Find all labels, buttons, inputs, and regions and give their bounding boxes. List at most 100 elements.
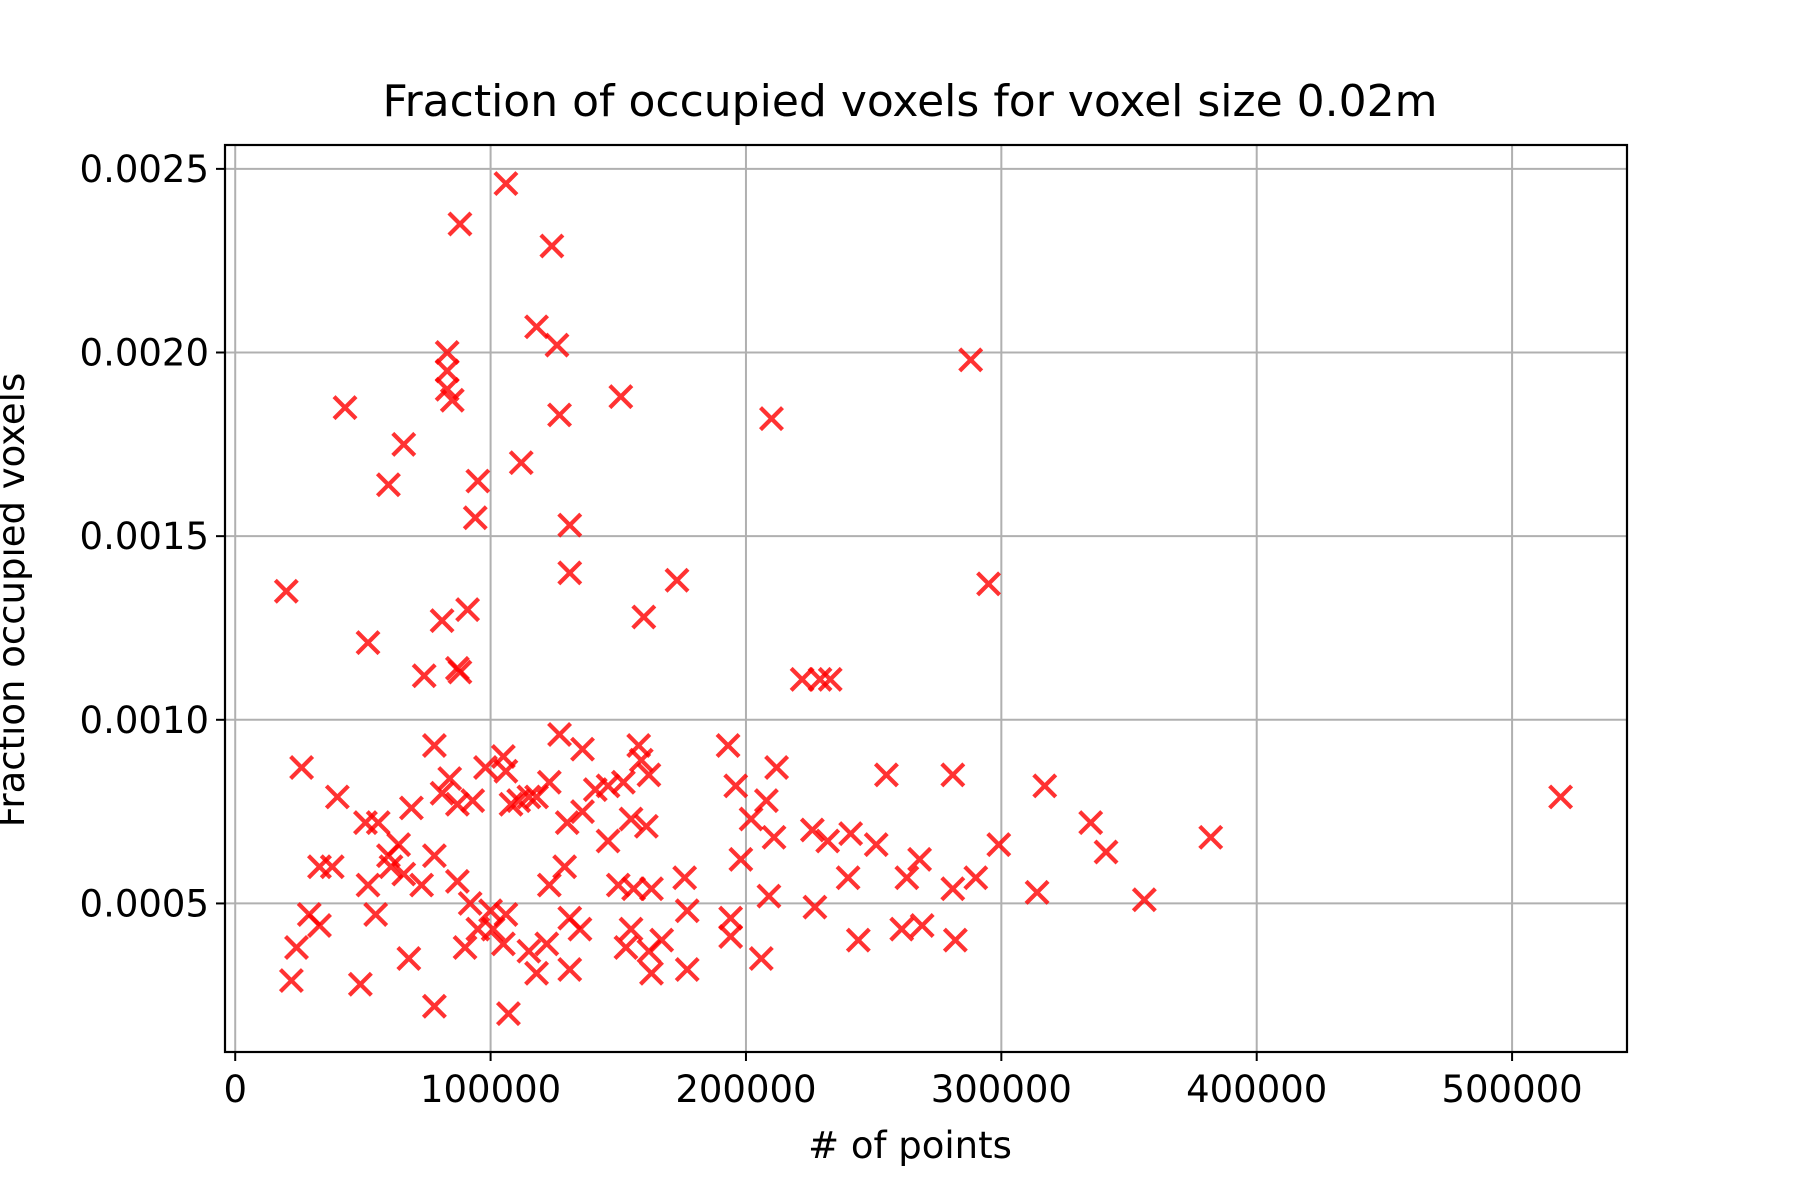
data-point [547, 402, 573, 428]
data-point [1548, 784, 1574, 810]
data-point [958, 347, 984, 373]
data-point [1024, 879, 1050, 905]
data-point [631, 604, 657, 630]
data-point [434, 358, 460, 384]
y-tick-label: 0.0020 [80, 332, 209, 375]
data-point [278, 968, 304, 994]
data-point [439, 387, 465, 413]
data-point [986, 832, 1012, 858]
data-point [672, 865, 698, 891]
data-point [355, 872, 381, 898]
y-axis-label: Fraction occupied voxels [0, 373, 33, 827]
data-point [567, 916, 593, 942]
data-point [940, 762, 966, 788]
data-point [738, 806, 764, 832]
data-point [444, 791, 470, 817]
data-point [636, 762, 662, 788]
data-point [605, 872, 631, 898]
data-point [462, 505, 488, 531]
data-point [355, 630, 381, 656]
data-point [524, 784, 550, 810]
data-point [963, 865, 989, 891]
data-point [508, 450, 534, 476]
data-point [480, 916, 506, 942]
y-tick-label: 0.0015 [80, 515, 209, 558]
data-point [1093, 839, 1119, 865]
data-point [375, 472, 401, 498]
data-point [429, 780, 455, 806]
data-point [444, 868, 470, 894]
data-point [863, 832, 889, 858]
data-point [378, 854, 404, 880]
data-point [421, 733, 447, 758]
x-tick-label: 400000 [1186, 1068, 1327, 1111]
data-point [465, 468, 491, 494]
data-point [759, 406, 784, 432]
data-point [718, 924, 744, 949]
data-point [421, 993, 447, 1019]
data-point [396, 946, 422, 972]
data-point [1198, 824, 1224, 850]
data-point [434, 340, 460, 365]
data-point [455, 597, 481, 623]
data-point [472, 755, 498, 781]
data-point [409, 872, 435, 898]
data-point [363, 901, 389, 927]
data-point [391, 431, 417, 457]
data-point [723, 773, 749, 799]
data-point [674, 957, 700, 983]
data-point [457, 890, 483, 916]
data-point [715, 733, 741, 758]
y-tick-label: 0.0025 [80, 148, 209, 191]
data-point [447, 659, 473, 685]
data-point [516, 784, 542, 810]
data-point [1078, 810, 1104, 836]
data-point [421, 843, 447, 869]
data-point [907, 846, 933, 872]
data-point [544, 332, 570, 358]
data-point [638, 876, 664, 902]
data-point [613, 935, 639, 960]
data-point [618, 806, 644, 832]
data-point [460, 788, 486, 814]
data-point [728, 846, 754, 872]
data-point [437, 766, 463, 792]
data-point [595, 828, 621, 854]
data-point [536, 872, 562, 898]
data-point [539, 233, 565, 259]
y-tick-label: 0.0005 [80, 882, 209, 925]
data-point [789, 666, 815, 692]
data-point [398, 795, 424, 821]
y-tick-label: 0.0010 [80, 699, 209, 742]
data-point [516, 938, 542, 964]
data-point [909, 912, 935, 938]
data-point [547, 722, 573, 747]
data-point [674, 898, 700, 924]
data-point [756, 883, 782, 909]
data-point [649, 927, 675, 953]
x-axis-label: # of points [808, 1124, 1012, 1167]
data-point [524, 960, 550, 986]
data-point [391, 861, 417, 887]
data-point [807, 666, 833, 692]
data-point [621, 876, 647, 902]
data-point [618, 916, 644, 942]
data-point [498, 791, 524, 817]
data-point [554, 810, 580, 836]
data-point [838, 821, 864, 847]
x-tick-label: 100000 [420, 1068, 561, 1111]
data-point [557, 560, 583, 586]
data-point [284, 935, 309, 960]
data-point [976, 571, 1002, 597]
data-point [802, 894, 828, 920]
data-point [761, 824, 787, 850]
data-point [718, 905, 744, 931]
data-point [347, 971, 373, 997]
x-tick-label: 300000 [931, 1068, 1072, 1111]
data-point [452, 935, 478, 960]
data-point [664, 567, 690, 593]
data-point [608, 384, 634, 410]
data-point [570, 799, 596, 825]
data-point [582, 777, 608, 803]
